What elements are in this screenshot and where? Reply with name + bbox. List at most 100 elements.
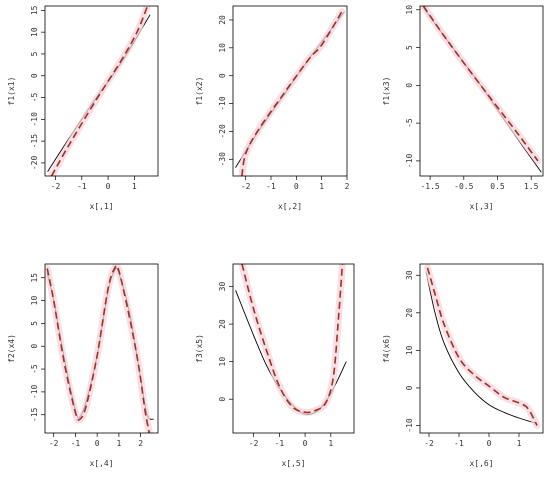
x-tick-label: -1 xyxy=(77,182,87,191)
fitted-curve xyxy=(50,6,149,176)
y-tick-label: 10 xyxy=(30,27,39,37)
x-axis-label: x[,1] xyxy=(89,202,113,211)
y-tick-label: -20 xyxy=(30,156,39,171)
y-tick-label: 10 xyxy=(218,357,227,367)
y-tick-label: 5 xyxy=(30,51,39,56)
y-tick-label: 30 xyxy=(218,282,227,292)
x-axis-label: x[,2] xyxy=(278,202,302,211)
y-tick-label: -10 xyxy=(405,153,414,168)
curves xyxy=(235,8,346,176)
y-tick-label: 20 xyxy=(405,308,414,318)
y-tick-label: 0 xyxy=(30,344,39,349)
x-tick-label: 0 xyxy=(106,182,111,191)
y-tick-label: -15 xyxy=(30,407,39,422)
y-axis-label: f1(x2) xyxy=(195,77,204,106)
curves xyxy=(420,6,542,173)
x-tick-label: 2 xyxy=(345,182,350,191)
x-axis-label: x[,4] xyxy=(89,459,113,468)
y-axis-label: f4(x6) xyxy=(382,334,391,363)
x-tick-label: 1 xyxy=(517,439,522,448)
y-tick-label: 0 xyxy=(405,83,414,88)
y-tick-label: 20 xyxy=(218,15,227,25)
y-tick-label: -10 xyxy=(405,418,414,433)
y-tick-label: -5 xyxy=(405,118,414,128)
fitted-curve xyxy=(46,264,151,433)
plot-frame xyxy=(44,263,159,434)
true-curve xyxy=(425,271,538,425)
y-tick-label: -10 xyxy=(30,384,39,399)
plot-frame xyxy=(419,5,544,177)
fitted-curve xyxy=(241,11,343,176)
curves xyxy=(235,264,347,417)
x-tick-label: -1 xyxy=(71,439,81,448)
y-tick-label: 10 xyxy=(218,43,227,53)
confidence-band xyxy=(420,6,542,165)
y-tick-label: 15 xyxy=(30,273,39,283)
x-axis-label: x[,3] xyxy=(469,202,493,211)
panel-3: -1.5 -0.5 0.5 1.5 -10 -5 0 5 10 x[,3] f1(x3) xyxy=(382,5,544,211)
x-tick-label: -2 xyxy=(51,182,61,191)
curves xyxy=(424,264,541,429)
x-tick-label: -2 xyxy=(249,439,259,448)
y-tick-label: -10 xyxy=(218,96,227,111)
fitted-curve xyxy=(426,267,538,426)
confidence-band xyxy=(48,6,151,176)
x-tick-label: -2 xyxy=(424,439,434,448)
x-tick-label: -2 xyxy=(49,439,59,448)
y-axis-label: f1(x1) xyxy=(7,77,16,106)
y-tick-label: 30 xyxy=(405,270,414,280)
y-tick-label: -5 xyxy=(30,364,39,374)
fitted-curve xyxy=(241,264,344,414)
y-tick-label: -10 xyxy=(30,112,39,127)
confidence-band xyxy=(424,264,541,429)
x-tick-label: -0.5 xyxy=(454,182,473,191)
y-axis-label: f2(x4) xyxy=(7,334,16,363)
y-tick-label: 10 xyxy=(405,5,414,15)
confidence-band xyxy=(238,264,346,417)
y-tick-label: 15 xyxy=(30,5,39,15)
y-tick-label: -30 xyxy=(218,152,227,167)
x-tick-label: -1 xyxy=(454,439,464,448)
curves xyxy=(47,6,151,176)
x-tick-label: 1 xyxy=(116,439,121,448)
x-tick-label: 2 xyxy=(138,439,143,448)
y-tick-label: 5 xyxy=(30,321,39,326)
x-tick-label: -2 xyxy=(241,182,251,191)
y-tick-label: 10 xyxy=(30,296,39,306)
curves xyxy=(45,264,154,433)
x-tick-label: 1 xyxy=(328,439,333,448)
x-tick-label: 0 xyxy=(95,439,100,448)
plot-frame xyxy=(232,5,348,177)
x-axis-label: x[,5] xyxy=(281,459,305,468)
plot-frame xyxy=(419,263,544,434)
plot-frame xyxy=(232,263,355,434)
x-tick-label: 1.5 xyxy=(524,182,539,191)
y-tick-label: 20 xyxy=(218,319,227,329)
y-tick-label: 5 xyxy=(405,45,414,50)
y-tick-label: -20 xyxy=(218,124,227,139)
x-tick-label: 0 xyxy=(294,182,299,191)
y-tick-label: 0 xyxy=(30,73,39,78)
x-tick-label: 0 xyxy=(303,439,308,448)
y-tick-label: -5 xyxy=(30,93,39,103)
plot-frame xyxy=(44,5,159,177)
y-axis-label: f1(x3) xyxy=(382,77,391,106)
x-axis-label: x[,6] xyxy=(469,459,493,468)
x-tick-label: 0.5 xyxy=(490,182,505,191)
y-tick-label: 0 xyxy=(405,385,414,390)
y-tick-label: 0 xyxy=(218,397,227,402)
x-tick-label: -1 xyxy=(266,182,276,191)
x-tick-label: 0 xyxy=(487,439,492,448)
y-tick-label: 10 xyxy=(405,345,414,355)
x-tick-label: -1.5 xyxy=(420,182,439,191)
y-axis-label: f3(x5) xyxy=(195,334,204,363)
fitted-curve xyxy=(422,6,539,162)
x-tick-label: 1 xyxy=(132,182,137,191)
y-tick-label: 0 xyxy=(218,73,227,78)
